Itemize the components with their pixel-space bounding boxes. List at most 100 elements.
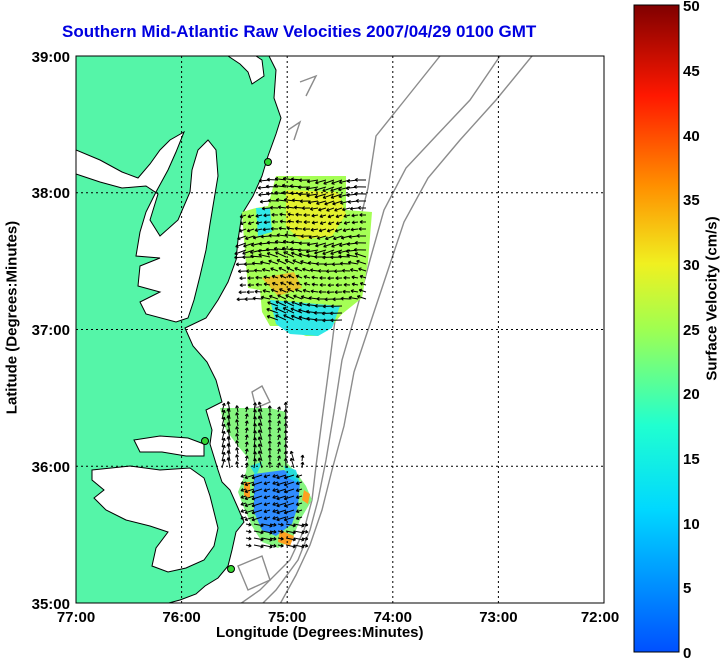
- velocity-vector: [341, 268, 351, 273]
- y-axis-label: Latitude (Degrees:Minutes): [3, 220, 21, 415]
- velocity-vector: [276, 509, 287, 515]
- velocity-vector: [283, 300, 295, 307]
- velocity-vector: [276, 233, 287, 238]
- y-tick-label: 36:00: [32, 459, 70, 476]
- velocity-vector: [295, 502, 303, 507]
- velocity-vector: [311, 275, 319, 280]
- velocity-vector: [269, 529, 277, 534]
- x-tick-label: 74:00: [374, 609, 412, 626]
- velocity-vector: [351, 282, 359, 287]
- x-tick-label: 72:00: [581, 609, 619, 626]
- velocity-vector: [221, 430, 226, 441]
- velocity-vector: [315, 179, 327, 185]
- velocity-vector: [268, 233, 279, 238]
- velocity-vector: [309, 268, 319, 273]
- velocity-vector: [295, 474, 303, 479]
- velocity-vector: [276, 474, 287, 480]
- velocity-vector: [342, 289, 351, 294]
- velocity-vector: [300, 234, 311, 239]
- velocity-vector: [221, 416, 226, 427]
- x-tick-label: 73:00: [479, 609, 517, 626]
- velocity-vector: [318, 228, 327, 233]
- velocity-vector: [244, 462, 249, 469]
- velocity-vector: [287, 288, 295, 293]
- velocity-vector: [257, 422, 263, 434]
- velocity-vector: [246, 228, 255, 233]
- velocity-vector: [276, 488, 287, 494]
- velocity-vector: [300, 295, 311, 300]
- velocity-vector: [295, 219, 303, 224]
- velocity-vector: [257, 443, 263, 455]
- velocity-vector: [271, 212, 279, 217]
- velocity-vector: [314, 193, 327, 199]
- velocity-vector: [301, 206, 311, 211]
- velocity-vector: [283, 474, 295, 480]
- colorbar-tick-label: 15: [683, 451, 700, 468]
- velocity-vector: [251, 509, 263, 515]
- velocity-vector: [277, 427, 281, 434]
- velocity-vector: [244, 495, 255, 501]
- velocity-vector: [271, 281, 279, 286]
- velocity-vector: [308, 235, 319, 240]
- velocity-vector: [257, 401, 263, 413]
- velocity-vector: [284, 258, 295, 265]
- velocity-vector: [353, 184, 367, 189]
- velocity-vector: [269, 205, 279, 210]
- velocity-vector: [331, 179, 343, 185]
- velocity-vector: [303, 275, 311, 279]
- velocity-vector: [290, 314, 303, 321]
- velocity-vector: [253, 537, 264, 542]
- velocity-vector: [257, 450, 263, 462]
- velocity-vector: [266, 307, 279, 314]
- velocity-vector: [306, 242, 319, 247]
- velocity-vector: [270, 226, 279, 231]
- velocity-vector: [280, 281, 287, 286]
- velocity-vector: [295, 274, 303, 279]
- velocity-vector: [277, 522, 284, 527]
- velocity-vector: [301, 529, 309, 534]
- velocity-vector: [276, 495, 287, 501]
- velocity-vector: [277, 294, 287, 300]
- velocity-vector: [235, 242, 247, 248]
- velocity-vector: [240, 502, 247, 506]
- velocity-vector: [277, 448, 281, 455]
- velocity-vector: [340, 296, 351, 301]
- velocity-vector: [300, 461, 305, 469]
- velocity-vector: [267, 461, 272, 469]
- x-tick-label: 77:00: [57, 609, 95, 626]
- velocity-vector: [295, 281, 303, 286]
- velocity-vector: [302, 267, 311, 272]
- velocity-vector: [261, 206, 271, 211]
- albemarle-sound: [133, 435, 205, 457]
- velocity-vector: [221, 444, 226, 455]
- velocity-vector: [359, 212, 367, 217]
- velocity-vector: [303, 213, 311, 218]
- velocity-vector: [343, 214, 351, 218]
- velocity-vector: [334, 228, 343, 233]
- velocity-vector: [257, 415, 263, 427]
- velocity-field-north-cyan: [256, 208, 340, 336]
- velocity-vector: [260, 234, 271, 239]
- velocity-vector: [277, 441, 281, 448]
- velocity-vector: [263, 502, 271, 507]
- velocity-vector: [245, 536, 252, 541]
- velocity-vector: [334, 207, 343, 212]
- velocity-vector: [279, 219, 287, 224]
- velocity-vector: [269, 543, 277, 548]
- velocity-vector: [268, 294, 279, 300]
- velocity-vector: [276, 516, 287, 522]
- colorbar-tick-label: 20: [683, 386, 700, 403]
- velocity-vector: [263, 474, 271, 479]
- velocity-vector: [338, 254, 351, 259]
- velocity-vector: [274, 307, 287, 314]
- velocity-vector: [277, 420, 281, 427]
- velocity-vector: [237, 269, 247, 274]
- radar-stations: [201, 158, 272, 573]
- radar-station: [264, 158, 272, 166]
- velocity-vector: [279, 288, 287, 293]
- velocity-vector: [221, 437, 226, 448]
- velocity-vector: [221, 402, 226, 413]
- velocity-vector: [335, 214, 343, 219]
- colorbar: [633, 4, 680, 653]
- y-tick-label: 37:00: [32, 322, 70, 339]
